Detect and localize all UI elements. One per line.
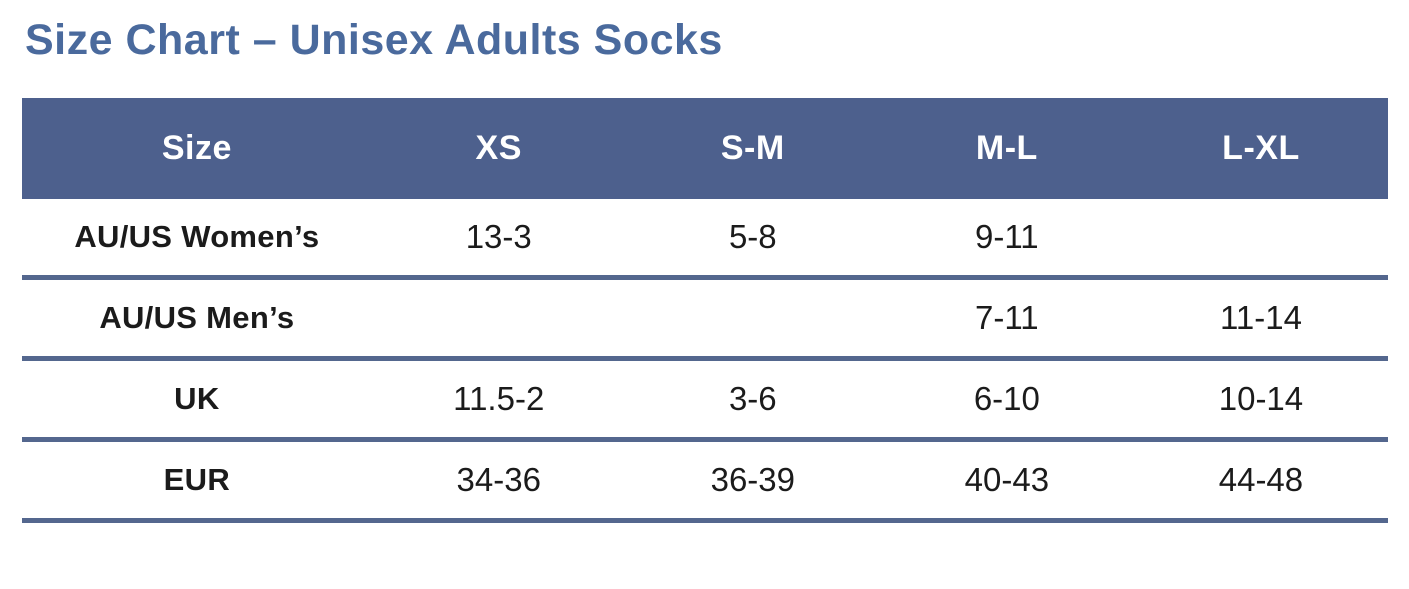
cell-eur-l-xl: 44-48 [1133,439,1388,524]
row-label-eur: EUR [22,439,372,524]
table-row-uk: UK 11.5-2 3-6 6-10 10-14 [22,358,1388,443]
size-chart-table: Size XS S-M M-L L-XL AU/US Women’s 13-3 … [22,98,1388,524]
cell-mens-xs [371,277,626,362]
table-header-row: Size XS S-M M-L L-XL [22,98,1388,200]
cell-mens-l-xl: 11-14 [1133,277,1388,362]
cell-eur-s-m: 36-39 [625,439,880,524]
cell-womens-xs: 13-3 [371,199,626,281]
cell-womens-l-xl [1133,199,1388,281]
column-header-xs: XS [371,98,626,200]
cell-uk-l-xl: 10-14 [1133,358,1388,443]
column-header-l-xl: L-XL [1133,98,1388,200]
row-label-au-us-mens: AU/US Men’s [22,277,372,362]
column-header-m-l: M-L [879,98,1134,200]
table-row-eur: EUR 34-36 36-39 40-43 44-48 [22,439,1388,524]
cell-uk-m-l: 6-10 [879,358,1134,443]
row-label-au-us-womens: AU/US Women’s [22,199,372,281]
cell-uk-xs: 11.5-2 [371,358,626,443]
cell-womens-m-l: 9-11 [879,199,1134,281]
cell-womens-s-m: 5-8 [625,199,880,281]
cell-mens-m-l: 7-11 [879,277,1134,362]
row-label-uk: UK [22,358,372,443]
column-header-size: Size [22,98,372,200]
table-row-au-us-womens: AU/US Women’s 13-3 5-8 9-11 [22,199,1388,281]
cell-mens-s-m [625,277,880,362]
table-row-au-us-mens: AU/US Men’s 7-11 11-14 [22,277,1388,362]
size-chart-page: Size Chart – Unisex Adults Socks Size XS… [0,16,1409,524]
column-header-s-m: S-M [625,98,880,200]
cell-eur-m-l: 40-43 [879,439,1134,524]
page-title: Size Chart – Unisex Adults Socks [25,16,723,64]
cell-eur-xs: 34-36 [371,439,626,524]
cell-uk-s-m: 3-6 [625,358,880,443]
